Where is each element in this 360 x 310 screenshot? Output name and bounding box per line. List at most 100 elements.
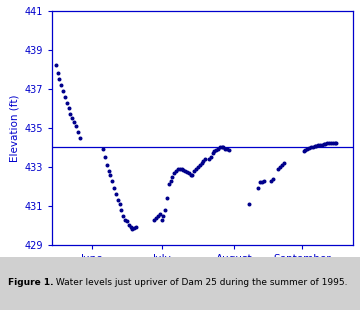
Point xyxy=(102,155,108,160)
Point xyxy=(164,196,170,201)
Point xyxy=(151,217,157,222)
Point xyxy=(171,170,177,175)
Point xyxy=(281,161,287,166)
Point xyxy=(161,213,166,218)
Point xyxy=(157,211,163,216)
Point xyxy=(166,182,172,187)
Point xyxy=(210,151,215,156)
Point xyxy=(199,161,204,166)
Point xyxy=(197,162,203,167)
Point xyxy=(113,192,119,197)
Point xyxy=(109,178,115,183)
Point xyxy=(315,143,321,148)
Point xyxy=(179,166,184,171)
Point xyxy=(155,213,161,218)
Point xyxy=(120,213,126,218)
Point xyxy=(186,170,192,175)
Point xyxy=(182,168,188,173)
Point xyxy=(268,178,274,183)
Point xyxy=(261,178,266,183)
Point xyxy=(308,145,314,150)
Point xyxy=(301,149,306,154)
Point xyxy=(106,168,112,173)
Point xyxy=(175,166,181,171)
Point xyxy=(75,129,81,134)
Point xyxy=(317,143,323,148)
Point xyxy=(224,147,230,152)
Point xyxy=(73,123,79,128)
Point xyxy=(177,166,183,171)
Point xyxy=(66,106,72,111)
Y-axis label: Elevation (ft): Elevation (ft) xyxy=(9,94,19,162)
Point xyxy=(312,144,318,149)
Point xyxy=(314,144,319,149)
Point xyxy=(130,227,135,232)
Point xyxy=(104,162,110,167)
Point xyxy=(124,219,130,224)
Point xyxy=(126,223,132,228)
Point xyxy=(62,94,68,99)
Point xyxy=(122,217,128,222)
Point xyxy=(180,167,186,172)
Point xyxy=(168,178,174,183)
Point xyxy=(111,186,117,191)
Point xyxy=(188,172,194,177)
Point xyxy=(108,172,113,177)
Point xyxy=(128,225,134,230)
Point xyxy=(304,147,310,152)
Point xyxy=(259,180,265,185)
Point xyxy=(255,186,261,191)
Point xyxy=(69,116,75,121)
Point xyxy=(306,146,312,151)
Point xyxy=(302,148,308,153)
Text: Water levels just upriver of Dam 25 during the summer of 1995.: Water levels just upriver of Dam 25 duri… xyxy=(53,278,348,287)
Point xyxy=(219,145,225,150)
Point xyxy=(170,174,175,179)
Point xyxy=(58,82,64,87)
Point xyxy=(328,141,334,146)
Point xyxy=(193,166,199,171)
Point xyxy=(57,77,62,82)
Point xyxy=(226,148,232,153)
Point xyxy=(77,135,82,140)
Point xyxy=(60,88,66,93)
Point xyxy=(217,145,223,150)
Point xyxy=(55,71,60,76)
Point xyxy=(184,169,190,174)
Point xyxy=(215,147,221,152)
Point xyxy=(202,157,208,162)
Point xyxy=(64,100,69,105)
Point xyxy=(326,141,332,146)
Point xyxy=(246,202,252,206)
Point xyxy=(201,158,206,163)
Point xyxy=(115,197,121,202)
Point xyxy=(131,226,137,231)
Point xyxy=(211,149,217,154)
Point xyxy=(206,157,212,162)
Point xyxy=(192,168,197,173)
Point xyxy=(270,176,275,181)
Point xyxy=(319,143,325,148)
Point xyxy=(324,141,330,146)
Text: Figure 1.: Figure 1. xyxy=(8,278,53,287)
Point xyxy=(190,172,195,177)
Point xyxy=(133,225,139,230)
Point xyxy=(208,155,213,160)
Point xyxy=(277,164,283,169)
Point xyxy=(153,215,159,220)
Point xyxy=(159,217,165,222)
Point xyxy=(221,145,226,150)
Point xyxy=(275,166,281,171)
Point xyxy=(100,147,106,152)
Point xyxy=(53,63,59,68)
Point xyxy=(310,145,316,150)
Point xyxy=(332,140,337,145)
Point xyxy=(222,147,228,152)
Point xyxy=(68,112,73,117)
Point xyxy=(321,142,327,147)
Point xyxy=(330,141,336,146)
Point xyxy=(162,207,168,212)
Point xyxy=(279,162,285,167)
Point xyxy=(333,140,339,145)
Point xyxy=(195,164,201,169)
